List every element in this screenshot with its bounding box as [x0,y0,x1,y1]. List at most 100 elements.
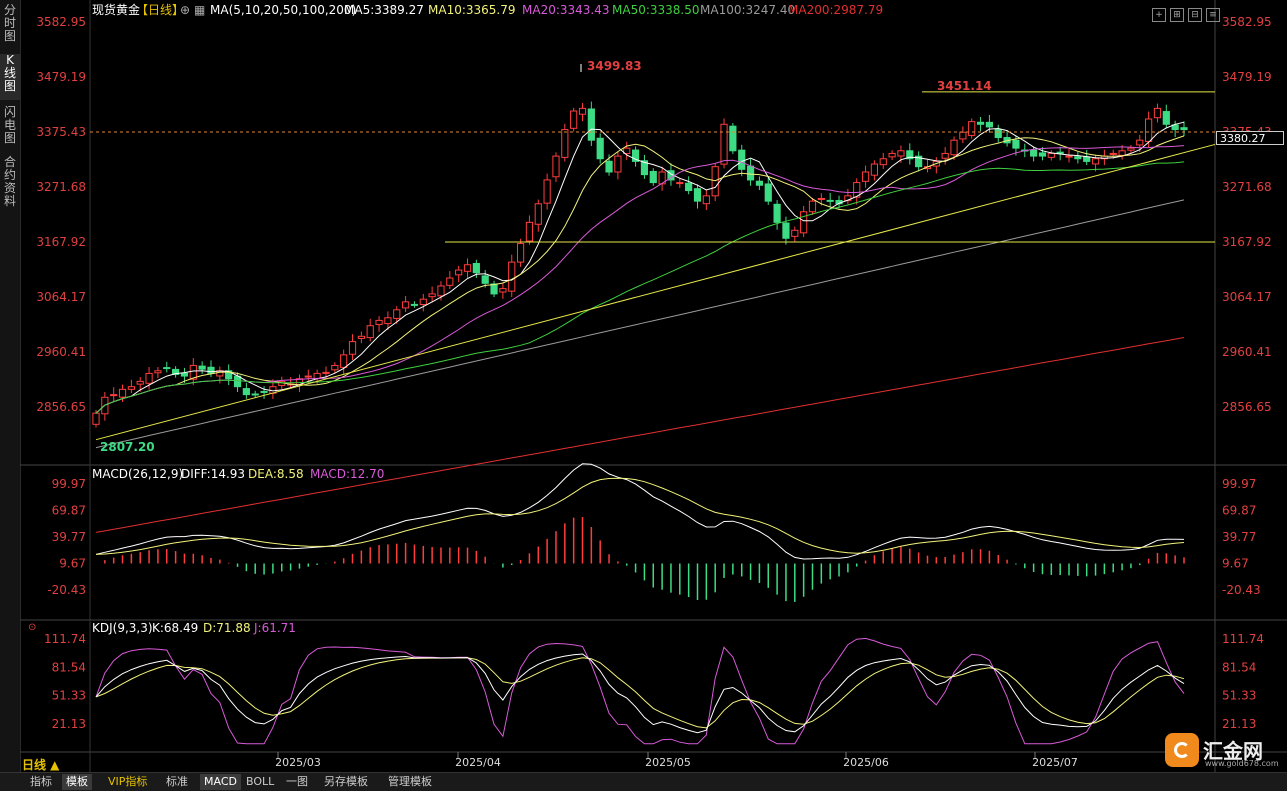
candle-body [693,188,702,202]
tab-vip-indicator[interactable]: VIP指标 [108,775,148,788]
candle-body [180,372,189,377]
kdj-tick-left: 21.13 [52,717,86,731]
candle-body [242,388,250,396]
candle-body [1118,150,1126,156]
macd-label: MACD(26,12,9) [92,467,183,481]
kdj-j-line [95,637,1185,745]
tab-kline[interactable]: K 线 图 [0,54,20,100]
candle-body [1091,158,1100,165]
candle-body [1030,149,1038,157]
candle-body [384,317,392,325]
candle-body [808,200,817,213]
header-item-0: 现货黄金 [92,2,140,17]
tab-standard[interactable]: 标准 [166,775,188,788]
macd-histogram [104,517,1185,602]
ma200-line [95,337,1185,533]
candle-body [729,125,737,152]
tab-timeshare[interactable]: 分 时 图 [3,3,16,43]
candle-body [915,155,923,168]
kdj-j: J:61.71 [253,621,296,635]
candle-body [304,375,312,378]
tab-flash[interactable]: 闪 电 图 [3,105,16,145]
kdj-tick-left: 51.33 [52,689,86,703]
candle-body [455,269,463,276]
tab-template[interactable]: 模板 [62,774,92,790]
candle-body [357,335,365,339]
kdj-label: KDJ(9,3,3) [92,621,153,635]
header-item-8: MA50:3338.50 [612,3,700,17]
candle-body [1162,111,1170,125]
tab-indicator[interactable]: 指标 [30,775,52,788]
kdj-k: K:68.49 [152,621,198,635]
candle-body [1065,155,1073,158]
header-item-9: MA100:3247.40 [700,3,795,17]
candle-body [172,368,180,375]
kdj-d-line [95,657,1185,729]
candle-body [596,137,604,160]
zoom-out-icon[interactable]: ⊟ [1188,8,1202,22]
header-item-10: MA200:2987.79 [788,3,883,17]
price-tick-right: 3271.68 [1222,180,1272,194]
candle-body [340,354,348,368]
candle-body [207,366,215,374]
candle-body [198,365,206,370]
candle-body [1038,152,1047,157]
price-tick-left: 3582.95 [36,15,86,29]
candle-body [614,155,622,173]
kdj-tick-right: 51.33 [1222,689,1256,703]
indicator-tabs: 指标 模板 VIP指标 标准 MACD BOLL 一图 另存模板 管理模板 [0,772,1287,791]
candle-body [1171,124,1179,131]
price-tick-left: 3271.68 [36,180,86,194]
crosshair-icon[interactable]: + [1152,8,1166,22]
candle-body [711,166,719,197]
candle-body [800,211,808,234]
candle-body [118,388,127,398]
period-selector-label[interactable]: 日线 ▲ [22,758,60,772]
tab-boll[interactable]: BOLL [246,775,275,788]
macd-dea: DEA:8.58 [248,467,304,481]
candle-body [446,277,454,286]
zoom-in-icon[interactable]: ⊞ [1170,8,1184,22]
tab-macd[interactable]: MACD [200,774,241,790]
price-tick-left: 3064.17 [36,290,86,304]
macd-tick-left: 69.87 [52,504,86,518]
candle-body [534,203,542,225]
macd-tick-left: 99.97 [52,477,86,491]
candle-body [543,179,551,204]
candle-body [720,123,728,165]
macd-tick-right: 9.67 [1222,557,1249,571]
date-label: 2025/05 [645,756,691,769]
candle-body [499,288,507,293]
candle-body [853,182,861,198]
candle-body [393,309,401,319]
candle-body [959,131,967,140]
settings-icon[interactable]: ≡ [1206,8,1220,22]
candles [92,101,1188,428]
candle-body [561,129,569,158]
price-tick-right: 2960.41 [1222,345,1272,359]
price-tick-left: 2856.65 [36,400,86,414]
chart-canvas: 3582.953582.953479.193479.193375.433375.… [20,0,1287,772]
candle-body [676,182,684,185]
candle-body [525,221,534,242]
candle-body [587,108,595,141]
tab-contract-info[interactable]: 合 约 资 料 [3,155,16,208]
tab-save-template[interactable]: 另存模板 [324,775,368,788]
candle-body [189,364,197,380]
price-tick-left: 2960.41 [36,345,86,359]
candle-body [791,229,799,237]
candle-body [1047,152,1055,158]
tab-single-chart[interactable]: 一图 [286,775,308,788]
tab-manage-template[interactable]: 管理模板 [388,775,432,788]
candle-body [755,180,764,186]
candle-body [1109,152,1117,155]
candle-body [516,243,525,263]
price-tick-left: 3375.43 [36,125,86,139]
candle-body [366,325,374,339]
candle-body [110,394,118,397]
price-tick-left: 3479.19 [36,70,86,84]
candle-body [578,107,587,115]
candle-body [1153,107,1162,119]
macd-value: MACD:12.70 [310,467,384,481]
candle-body [1012,139,1020,149]
